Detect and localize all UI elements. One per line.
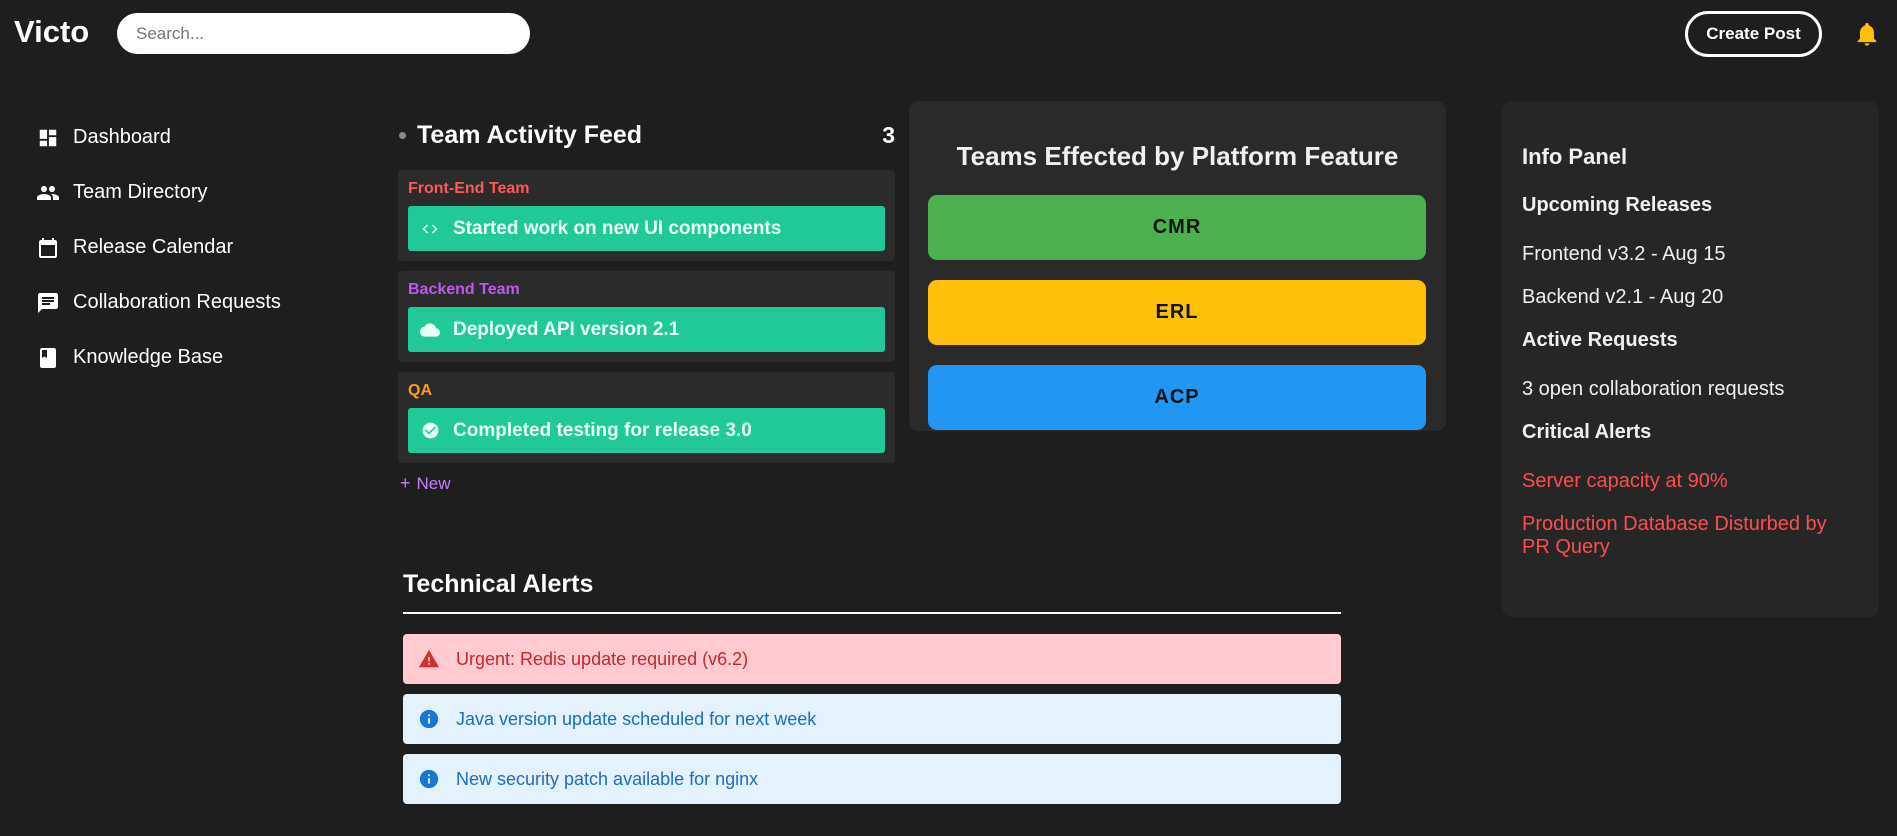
chat-icon xyxy=(36,291,60,315)
feed-count: 3 xyxy=(882,122,895,148)
new-activity-button[interactable]: + New xyxy=(400,473,451,494)
activity-item[interactable]: Deployed API version 2.1 xyxy=(408,307,885,352)
critical-alerts-heading: Critical Alerts xyxy=(1522,421,1652,443)
info-icon xyxy=(417,707,441,731)
info-panel-title: Info Panel xyxy=(1522,144,1628,169)
sidebar-item-collaboration-requests[interactable]: Collaboration Requests xyxy=(36,275,336,330)
alert-item[interactable]: Urgent: Redis update required (v6.2) xyxy=(403,634,1341,684)
alert-text: Java version update scheduled for next w… xyxy=(456,708,817,729)
info-icon xyxy=(417,767,441,791)
sidebar-item-knowledge-base[interactable]: Knowledge Base xyxy=(36,330,336,385)
team-button-cmr[interactable]: CMR xyxy=(928,195,1426,260)
plus-icon: + xyxy=(400,473,411,493)
people-icon xyxy=(36,181,60,205)
new-label: New xyxy=(416,473,451,493)
cloud-icon xyxy=(420,320,440,340)
sidebar-item-team-directory[interactable]: Team Directory xyxy=(36,165,336,220)
alert-text: New security patch available for nginx xyxy=(456,768,759,789)
feed-header: Team Activity Feed 3 xyxy=(398,118,895,152)
critical-alert-item: Production Database Disturbed by PR Quer… xyxy=(1522,513,1827,558)
upcoming-releases-heading: Upcoming Releases xyxy=(1522,194,1713,216)
activity-text: Completed testing for release 3.0 xyxy=(453,419,752,441)
technical-alerts-title: Technical Alerts xyxy=(403,570,594,598)
team-button-erl[interactable]: ERL xyxy=(928,280,1426,345)
sidebar-item-dashboard[interactable]: Dashboard xyxy=(36,110,336,165)
sidebar-item-label: Team Directory xyxy=(73,181,208,203)
info-panel: Info Panel Upcoming Releases Frontend v3… xyxy=(1502,101,1879,617)
check-circle-icon xyxy=(420,421,440,441)
active-requests-text: 3 open collaboration requests xyxy=(1522,378,1785,400)
feed-card-backend: Backend Team Deployed API version 2.1 xyxy=(398,271,895,362)
active-requests-heading: Active Requests xyxy=(1522,329,1678,351)
team-button-acp[interactable]: ACP xyxy=(928,365,1426,430)
activity-item[interactable]: Completed testing for release 3.0 xyxy=(408,408,885,453)
team-name[interactable]: Backend Team xyxy=(408,281,520,298)
feed-title: Team Activity Feed xyxy=(417,120,643,149)
feed-bullet xyxy=(399,131,406,139)
team-name[interactable]: Front-End Team xyxy=(408,180,530,197)
sidebar-nav: Dashboard Team Directory Release Calenda… xyxy=(36,110,336,385)
teams-effected-title: Teams Effected by Platform Feature xyxy=(956,141,1399,171)
team-name[interactable]: QA xyxy=(408,382,432,399)
calendar-icon xyxy=(36,236,60,260)
alert-text: Urgent: Redis update required (v6.2) xyxy=(456,648,749,669)
book-icon xyxy=(36,346,60,370)
alert-item[interactable]: New security patch available for nginx xyxy=(403,754,1341,804)
sidebar-item-release-calendar[interactable]: Release Calendar xyxy=(36,220,336,275)
warning-icon xyxy=(417,647,441,671)
create-post-button[interactable]: Create Post xyxy=(1685,11,1822,57)
dashboard-icon xyxy=(36,126,60,150)
critical-alert-item: Server capacity at 90% xyxy=(1522,470,1728,492)
activity-item[interactable]: Started work on new UI components xyxy=(408,206,885,251)
feed-card-qa: QA Completed testing for release 3.0 xyxy=(398,372,895,463)
sidebar-item-label: Knowledge Base xyxy=(73,346,224,368)
feed-card-frontend: Front-End Team Started work on new UI co… xyxy=(398,170,895,261)
technical-alerts: Technical Alerts Urgent: Redis update re… xyxy=(403,570,1341,814)
sidebar-item-label: Release Calendar xyxy=(73,236,234,258)
top-header: Victo Create Post xyxy=(0,0,1897,66)
teams-effected-panel: Teams Effected by Platform Feature CMR E… xyxy=(909,101,1446,431)
alert-item[interactable]: Java version update scheduled for next w… xyxy=(403,694,1341,744)
code-icon xyxy=(420,219,440,239)
bell-icon[interactable] xyxy=(1853,19,1881,49)
activity-text: Deployed API version 2.1 xyxy=(453,318,680,340)
sidebar-item-label: Collaboration Requests xyxy=(73,291,281,313)
release-item: Backend v2.1 - Aug 20 xyxy=(1522,286,1724,308)
team-activity-feed: Team Activity Feed 3 Front-End Team Star… xyxy=(398,118,895,494)
activity-text: Started work on new UI components xyxy=(453,217,782,239)
search-input[interactable] xyxy=(117,13,530,54)
divider xyxy=(403,612,1341,614)
sidebar-item-label: Dashboard xyxy=(73,126,171,148)
release-item: Frontend v3.2 - Aug 15 xyxy=(1522,243,1726,265)
app-logo[interactable]: Victo xyxy=(14,14,90,49)
